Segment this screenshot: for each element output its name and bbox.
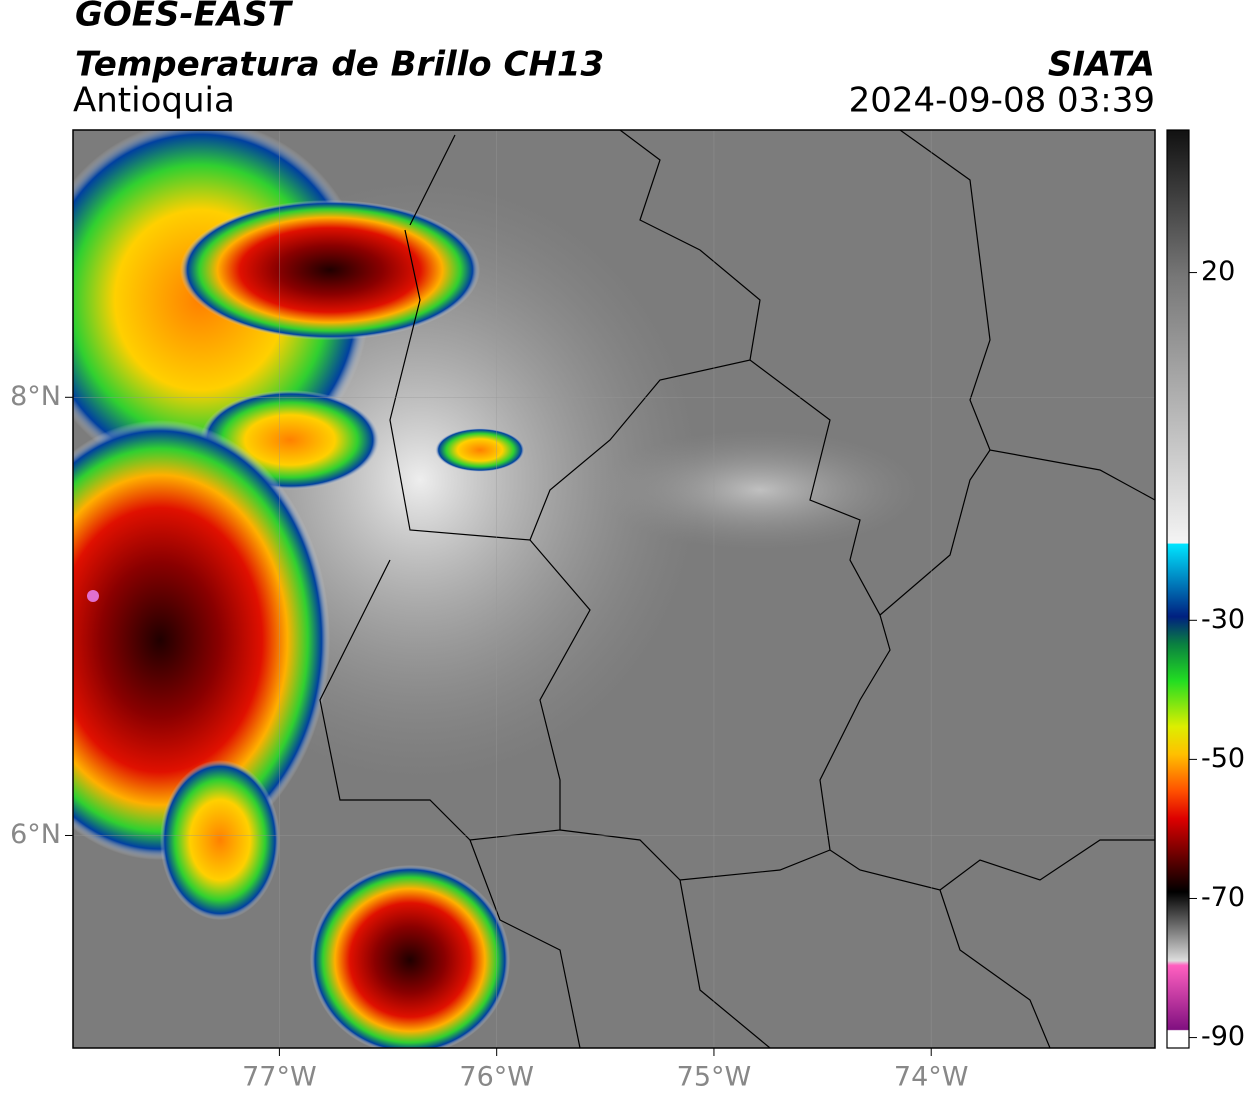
colorbar-tick-label: -30 [1201, 604, 1245, 635]
x-tick-label: 76°W [459, 1062, 534, 1093]
x-tick-label: 74°W [894, 1062, 969, 1093]
map-imagery [73, 130, 1155, 1048]
colorbar-tick-label: 20 [1201, 256, 1235, 287]
x-tick-label: 75°W [677, 1062, 752, 1093]
source: SIATA [1048, 45, 1155, 85]
title: GOES-EAST [75, 0, 294, 35]
x-tick-label: 77°W [242, 1062, 317, 1093]
colorbar-tick-label: -70 [1201, 882, 1245, 913]
grid [73, 130, 1155, 1048]
y-tick-label: 6°N [10, 819, 61, 850]
map-frame [72, 129, 1156, 1049]
region: Antioquia [73, 81, 235, 121]
datetime: 2024-09-08 03:39 [849, 81, 1155, 121]
y-tick-label: 8°N [10, 381, 61, 412]
subtitle: Temperatura de Brillo CH13 [75, 45, 604, 85]
colorbar-tick-label: -50 [1201, 743, 1245, 774]
colorbar-tick-label: -90 [1201, 1021, 1245, 1052]
colorbar [1166, 129, 1190, 1049]
